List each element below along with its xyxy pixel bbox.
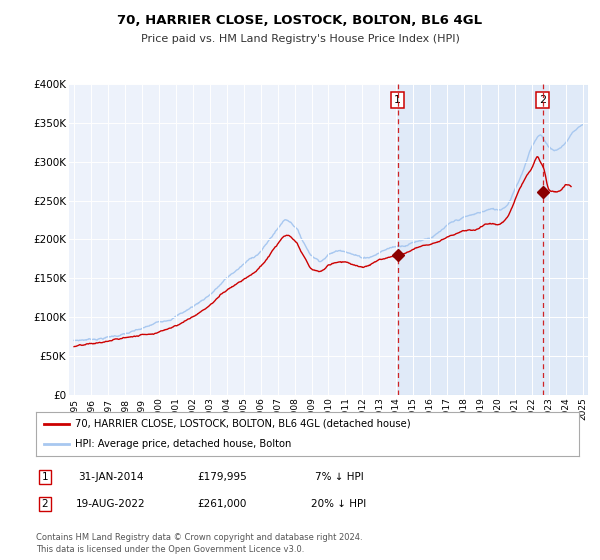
Text: 19-AUG-2022: 19-AUG-2022 — [76, 499, 146, 509]
Text: 2: 2 — [539, 95, 546, 105]
Text: 7% ↓ HPI: 7% ↓ HPI — [314, 472, 364, 482]
Text: Contains HM Land Registry data © Crown copyright and database right 2024.: Contains HM Land Registry data © Crown c… — [36, 533, 362, 542]
Text: 2: 2 — [41, 499, 49, 509]
Text: 1: 1 — [394, 95, 401, 105]
Text: 31-JAN-2014: 31-JAN-2014 — [78, 472, 144, 482]
Text: £261,000: £261,000 — [197, 499, 247, 509]
Bar — [398, 84, 588, 395]
Text: 20% ↓ HPI: 20% ↓ HPI — [311, 499, 367, 509]
Text: This data is licensed under the Open Government Licence v3.0.: This data is licensed under the Open Gov… — [36, 545, 304, 554]
Text: £179,995: £179,995 — [197, 472, 247, 482]
Text: 70, HARRIER CLOSE, LOSTOCK, BOLTON, BL6 4GL: 70, HARRIER CLOSE, LOSTOCK, BOLTON, BL6 … — [118, 14, 482, 27]
Text: Price paid vs. HM Land Registry's House Price Index (HPI): Price paid vs. HM Land Registry's House … — [140, 34, 460, 44]
Text: HPI: Average price, detached house, Bolton: HPI: Average price, detached house, Bolt… — [75, 439, 292, 449]
Text: 70, HARRIER CLOSE, LOSTOCK, BOLTON, BL6 4GL (detached house): 70, HARRIER CLOSE, LOSTOCK, BOLTON, BL6 … — [75, 419, 411, 429]
Text: 1: 1 — [41, 472, 49, 482]
